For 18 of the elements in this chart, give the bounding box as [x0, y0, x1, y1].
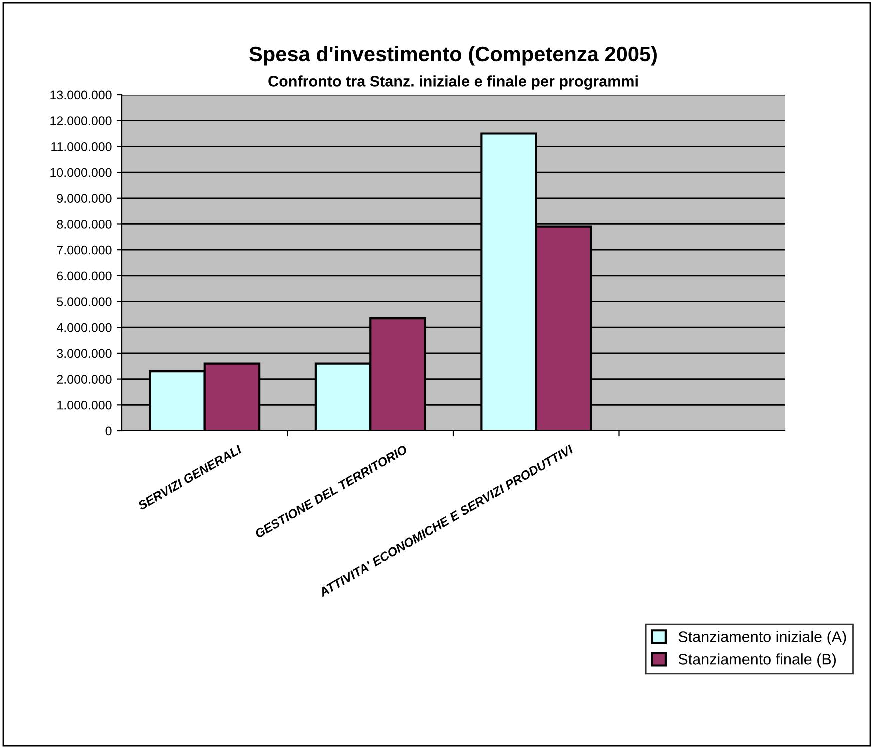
y-tick-label: 8.000.000 — [57, 220, 112, 229]
chart-title: Spesa d'investimento (Competenza 2005) — [250, 46, 657, 66]
y-tick-label: 10.000.000 — [50, 168, 112, 178]
legend-label: Stanziamento finale (B) — [678, 654, 836, 668]
y-tick-label: 0 — [106, 426, 112, 436]
y-tick-label: 4.000.000 — [56, 323, 112, 332]
y-tick-label: 1.000.000 — [58, 400, 112, 410]
y-tick-label: 6.000.000 — [57, 272, 112, 281]
chart-subtitle: Confronto tra Stanz. iniziale e finale per programmi — [268, 76, 638, 90]
legend-label: Stanziamento iniziale (A) — [678, 631, 846, 646]
y-tick-label: 9.000.000 — [57, 194, 112, 204]
y-tick-label: 3.000.000 — [57, 349, 112, 358]
y-tick-label: 12.000.000 — [50, 116, 112, 126]
y-tick-label: 5.000.000 — [57, 298, 112, 306]
y-tick-label: 13.000.000 — [50, 90, 112, 100]
y-tick-label: 11.000.000 — [52, 142, 112, 152]
y-tick-label: 2.000.000 — [57, 375, 112, 384]
y-tick-label: 7.000.000 — [57, 246, 112, 255]
